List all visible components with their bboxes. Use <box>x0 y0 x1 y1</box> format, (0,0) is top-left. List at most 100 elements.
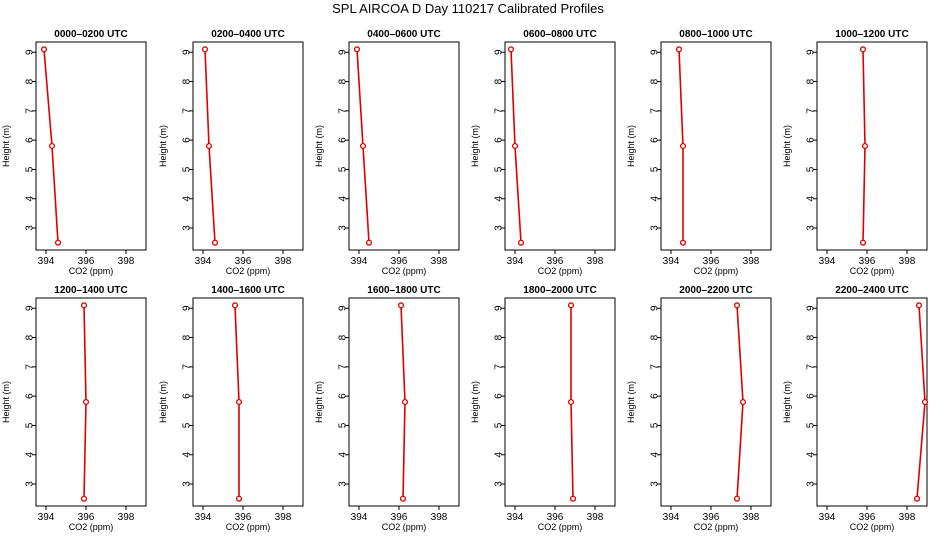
x-tick-label: 398 <box>431 256 448 267</box>
y-tick-label: 8 <box>25 334 36 340</box>
y-tick-label: 9 <box>338 305 349 311</box>
y-axis-label: Height (m) <box>1 125 11 167</box>
x-tick-label: 398 <box>587 512 604 523</box>
y-tick-label: 5 <box>494 166 505 172</box>
y-tick-label: 6 <box>494 393 505 399</box>
y-tick-label: 7 <box>650 364 661 370</box>
y-tick-label: 7 <box>25 364 36 370</box>
x-axis-label: CO2 (ppm) <box>538 522 583 532</box>
x-tick-label: 394 <box>507 256 524 267</box>
data-point <box>40 46 48 53</box>
profile-panel: 2000–2200 UTC 394 396 398 3 4 5 6 7 8 9 CO2 (ppm) He… <box>626 285 772 532</box>
profile-panel: 0000–0200 UTC 394 396 398 3 4 5 6 7 8 9 CO2 (ppm) He… <box>1 29 147 276</box>
y-tick-label: 9 <box>494 305 505 311</box>
y-tick-label: 5 <box>25 166 36 172</box>
x-tick-label: 396 <box>391 512 408 523</box>
x-axis-label: CO2 (ppm) <box>69 266 114 276</box>
x-axis-label: CO2 (ppm) <box>694 266 739 276</box>
y-tick-label: 9 <box>650 49 661 55</box>
panel-title: 1000–1200 UTC <box>835 29 908 40</box>
data-point <box>399 495 407 502</box>
panel-title: 2000–2200 UTC <box>679 285 752 296</box>
y-tick-label: 6 <box>182 137 193 143</box>
data-point <box>507 46 515 53</box>
panel-title: 0000–0200 UTC <box>54 29 127 40</box>
y-tick-label: 6 <box>650 393 661 399</box>
plot-frame <box>348 41 460 251</box>
profile-panel: 1200–1400 UTC 394 396 398 3 4 5 6 7 8 9 CO2 (ppm) He… <box>1 285 147 532</box>
x-tick-label: 394 <box>351 512 368 523</box>
y-tick-label: 5 <box>650 422 661 428</box>
x-tick-label: 394 <box>663 256 680 267</box>
data-point <box>921 398 929 406</box>
y-tick-label: 7 <box>182 364 193 370</box>
y-tick-label: 5 <box>182 166 193 172</box>
data-point <box>353 46 361 53</box>
data-point <box>511 142 519 150</box>
x-tick-label: 396 <box>703 512 720 523</box>
data-point <box>739 398 747 406</box>
y-tick-label: 5 <box>25 422 36 428</box>
profile-panel: 1000–1200 UTC 394 396 398 3 4 5 6 7 8 9 CO2 (ppm) He… <box>782 29 928 276</box>
y-tick-label: 4 <box>806 452 817 458</box>
x-tick-label: 398 <box>743 512 760 523</box>
x-tick-label: 398 <box>431 512 448 523</box>
y-tick-label: 4 <box>182 452 193 458</box>
y-tick-label: 4 <box>650 452 661 458</box>
x-tick-label: 398 <box>118 512 135 523</box>
y-tick-label: 3 <box>494 481 505 487</box>
x-tick-label: 396 <box>235 256 252 267</box>
y-tick-label: 3 <box>806 225 817 231</box>
y-tick-label: 6 <box>182 393 193 399</box>
y-axis-label: Height (m) <box>314 381 324 423</box>
x-axis-label: CO2 (ppm) <box>382 266 427 276</box>
x-axis-label: CO2 (ppm) <box>69 522 114 532</box>
plot-frame <box>35 297 147 507</box>
y-tick-label: 7 <box>806 364 817 370</box>
plot-frame <box>192 41 304 251</box>
plot-frame <box>504 297 616 507</box>
x-tick-label: 394 <box>38 512 55 523</box>
x-tick-label: 396 <box>859 256 876 267</box>
panel-title: 1600–1800 UTC <box>367 285 440 296</box>
y-axis-label: Height (m) <box>782 125 792 167</box>
y-tick-label: 5 <box>182 422 193 428</box>
y-tick-label: 8 <box>25 78 36 84</box>
x-tick-label: 396 <box>78 256 95 267</box>
data-point <box>54 239 62 246</box>
profile-panel: 0200–0400 UTC 394 396 398 3 4 5 6 7 8 9 CO2 (ppm) He… <box>158 29 304 276</box>
panel-title: 0200–0400 UTC <box>211 29 284 40</box>
x-axis-label: CO2 (ppm) <box>226 266 271 276</box>
figure-title: SPL AIRCOA D Day 110217 Calibrated Profi… <box>332 1 604 16</box>
y-tick-label: 3 <box>806 481 817 487</box>
plot-frame <box>35 41 147 251</box>
y-tick-label: 8 <box>182 78 193 84</box>
data-point <box>235 398 243 406</box>
y-tick-label: 8 <box>338 78 349 84</box>
y-tick-label: 8 <box>650 334 661 340</box>
y-tick-label: 6 <box>25 393 36 399</box>
profile-panel: 1600–1800 UTC 394 396 398 3 4 5 6 7 8 9 CO2 (ppm) He… <box>314 285 460 532</box>
y-tick-label: 8 <box>338 334 349 340</box>
x-tick-label: 394 <box>663 512 680 523</box>
y-tick-label: 7 <box>806 108 817 114</box>
data-point <box>517 239 525 246</box>
profile-panel: 0600–0800 UTC 394 396 398 3 4 5 6 7 8 9 CO2 (ppm) He… <box>470 29 616 276</box>
data-point <box>567 398 575 406</box>
y-tick-label: 7 <box>338 364 349 370</box>
data-point <box>80 495 88 502</box>
x-tick-label: 394 <box>195 512 212 523</box>
data-point <box>861 142 869 150</box>
x-axis-label: CO2 (ppm) <box>538 266 583 276</box>
y-tick-label: 8 <box>806 78 817 84</box>
x-tick-label: 396 <box>78 512 95 523</box>
x-tick-label: 394 <box>195 256 212 267</box>
plot-frame <box>660 297 772 507</box>
plot-frame <box>192 297 304 507</box>
y-tick-label: 3 <box>650 481 661 487</box>
data-point <box>679 142 687 150</box>
data-point <box>733 302 741 309</box>
plot-frame <box>348 297 460 507</box>
y-tick-label: 6 <box>338 393 349 399</box>
y-tick-label: 6 <box>338 137 349 143</box>
